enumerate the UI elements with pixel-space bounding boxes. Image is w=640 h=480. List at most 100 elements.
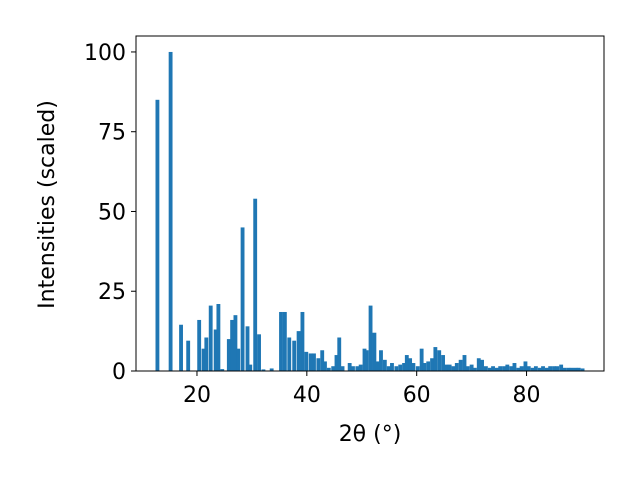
bar <box>226 339 231 371</box>
x-tick-label: 80 <box>513 383 541 408</box>
bar <box>248 364 253 371</box>
bar <box>530 367 535 371</box>
x-tick-label: 40 <box>293 383 321 408</box>
bar <box>323 361 327 371</box>
bar <box>287 337 292 371</box>
bar <box>312 353 316 371</box>
bar <box>364 350 369 371</box>
bar <box>512 363 517 371</box>
bar <box>498 366 503 371</box>
bar <box>502 366 506 371</box>
bar <box>197 319 202 371</box>
bar <box>186 340 191 371</box>
bar <box>155 99 160 371</box>
y-axis-ticks: 0 25 50 75 100 <box>84 41 136 385</box>
bar <box>334 355 339 371</box>
bar <box>580 368 585 371</box>
bar <box>454 363 459 371</box>
bar <box>402 363 406 371</box>
bar <box>548 366 553 371</box>
bar <box>411 363 416 371</box>
y-tick-label: 25 <box>98 280 126 305</box>
bar <box>390 363 394 371</box>
bar <box>569 367 574 371</box>
bar <box>458 359 463 371</box>
bar <box>308 353 313 371</box>
bar <box>465 366 470 371</box>
bar <box>422 363 427 371</box>
bar <box>386 366 391 371</box>
bar <box>426 361 431 371</box>
bar <box>469 364 474 371</box>
bar <box>516 367 521 371</box>
plot-area-frame <box>135 35 605 372</box>
bar <box>368 305 373 371</box>
bar <box>372 332 377 371</box>
y-tick-label: 50 <box>98 200 126 225</box>
bar <box>253 198 258 371</box>
bar <box>526 366 531 371</box>
bar <box>240 227 245 371</box>
bar <box>476 358 481 371</box>
bar <box>419 348 424 371</box>
bar <box>382 359 387 371</box>
bar <box>544 367 549 371</box>
bar <box>236 348 241 371</box>
bar <box>444 364 449 371</box>
bar <box>208 305 213 371</box>
bar <box>245 326 250 371</box>
bar <box>220 369 225 371</box>
bar <box>505 364 510 371</box>
bar <box>404 355 409 371</box>
bar <box>408 358 413 371</box>
bar <box>483 366 488 371</box>
x-axis-ticks: 20 40 60 80 <box>183 371 541 408</box>
bar <box>358 364 363 371</box>
bar <box>355 366 360 371</box>
bar <box>541 366 545 371</box>
bar <box>292 340 297 371</box>
bar <box>233 315 238 371</box>
y-axis-label: Intensities (scaled) <box>35 100 60 309</box>
bar <box>326 367 331 371</box>
x-tick-label: 60 <box>403 383 431 408</box>
bar <box>261 369 266 371</box>
bar <box>394 366 399 371</box>
bar <box>216 304 221 371</box>
bar <box>201 348 206 371</box>
bar <box>320 350 325 371</box>
bar <box>282 311 287 371</box>
bar <box>494 367 499 371</box>
x-tick-label: 20 <box>183 383 211 408</box>
bar <box>462 355 467 371</box>
bar <box>472 367 477 371</box>
y-tick-label: 75 <box>98 121 126 146</box>
bar <box>562 367 567 371</box>
bar <box>398 364 403 371</box>
bar <box>230 319 235 371</box>
bar <box>316 358 321 371</box>
bar <box>304 351 309 371</box>
bar <box>487 367 492 371</box>
bar <box>375 361 380 371</box>
bar <box>430 358 434 371</box>
bar <box>331 366 336 371</box>
bar <box>269 368 274 371</box>
bar <box>519 366 524 371</box>
bar <box>566 367 571 371</box>
bar <box>279 311 283 371</box>
bars-group <box>155 51 585 371</box>
y-tick-label: 100 <box>84 41 126 66</box>
bar <box>337 337 342 371</box>
bar <box>555 366 560 371</box>
bar <box>447 364 452 371</box>
bar <box>296 331 301 371</box>
bar <box>559 364 564 371</box>
bar <box>573 367 578 371</box>
y-tick-label: 0 <box>112 360 126 385</box>
bar <box>480 359 484 371</box>
bar <box>433 347 438 371</box>
bar <box>491 366 495 371</box>
bar <box>509 366 514 371</box>
